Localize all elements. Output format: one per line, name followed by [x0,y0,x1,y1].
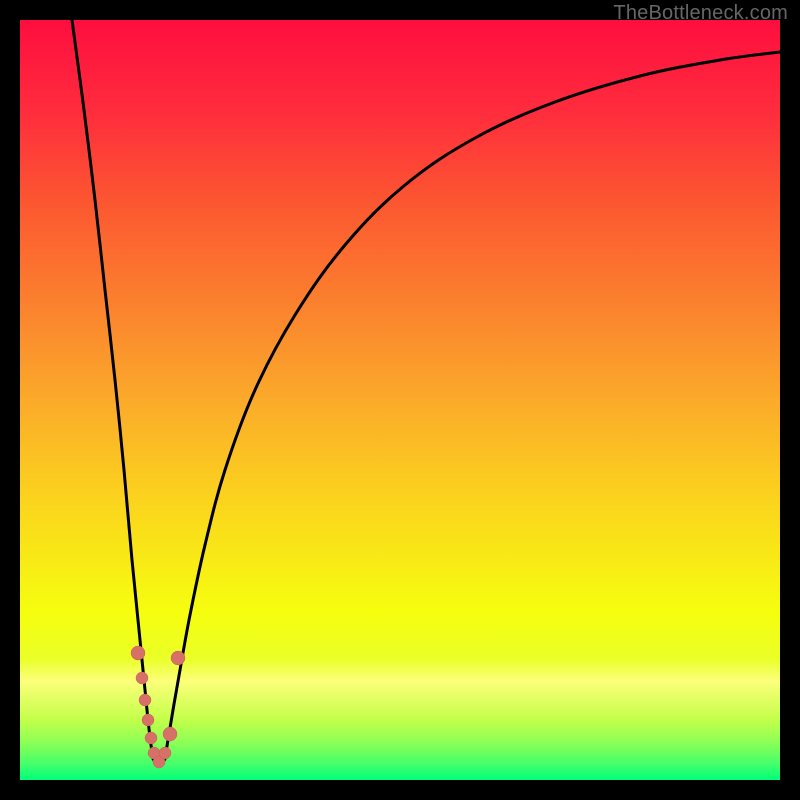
plot-area [20,20,780,780]
marker-point [142,714,154,726]
chart-frame: TheBottleneck.com [0,0,800,800]
marker-point [159,747,171,759]
marker-point [139,694,151,706]
marker-point [171,651,185,665]
marker-point [163,727,177,741]
gradient-background [20,20,780,780]
marker-point [136,672,148,684]
marker-point [145,732,157,744]
bottleneck-svg [20,20,780,780]
marker-point [131,646,145,660]
attribution-label: TheBottleneck.com [613,2,788,25]
